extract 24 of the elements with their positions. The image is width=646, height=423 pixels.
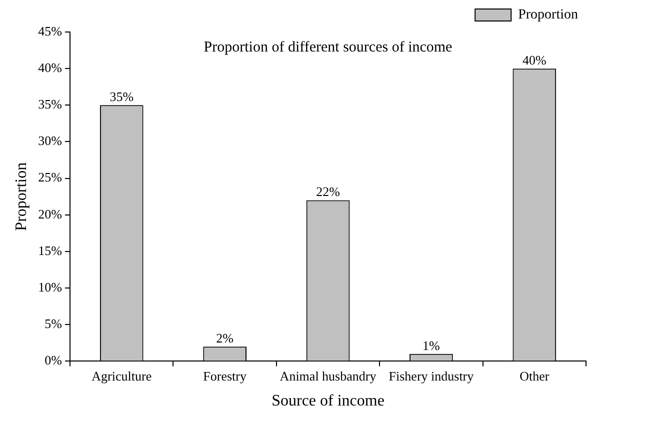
data-label: 35% (110, 89, 134, 104)
data-label: 22% (316, 184, 340, 200)
y-tick-label: 25% (38, 170, 62, 185)
data-label: 2% (216, 330, 234, 346)
y-tick-label: 40% (38, 60, 62, 75)
text: Proportion of different sources of income (204, 39, 453, 56)
x-tick-label: Agriculture (92, 368, 152, 384)
x-tick-label: Forestry (203, 368, 247, 384)
y-tick-label: 10% (38, 279, 62, 294)
y-tick-label: 30% (38, 133, 62, 148)
x-tick-label: Fishery industry (388, 368, 474, 384)
data-label: 1% (422, 338, 440, 353)
x-tick-label: Other (520, 368, 550, 384)
data-label: 40% (522, 52, 546, 68)
y-tick-label: 45% (38, 23, 62, 38)
y-tick-label: 15% (38, 242, 62, 258)
y-tick-label: 20% (38, 206, 62, 222)
x-axis-title: Source of income (272, 392, 384, 410)
legend-label: Proportion (518, 8, 578, 23)
y-tick-label: 0% (44, 352, 62, 368)
y-tick-label: 5% (44, 316, 62, 332)
y-axis-title: Proportion (12, 162, 30, 231)
x-tick-label: Animal husbandry (280, 368, 377, 384)
y-tick-label: 35% (38, 96, 62, 112)
